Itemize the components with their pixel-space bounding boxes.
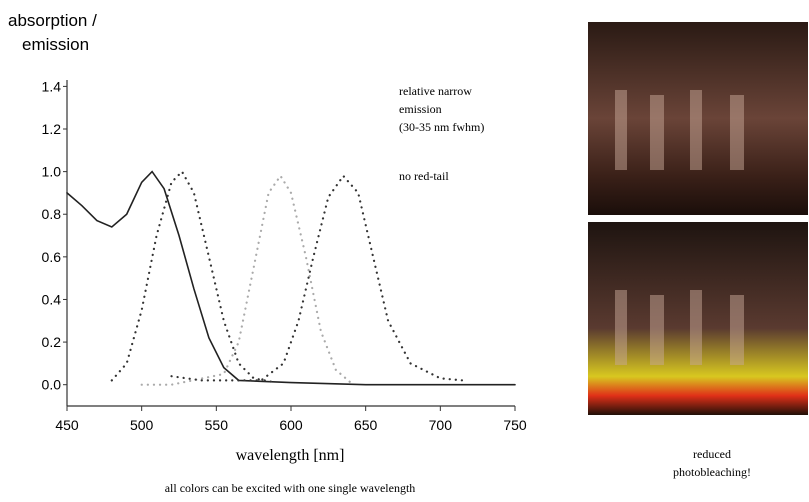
x-tick-label: 550	[205, 417, 229, 433]
y-tick-label: 0.6	[42, 249, 62, 265]
annotation: relative narrow	[399, 84, 472, 98]
y-tick-label: 1.0	[42, 164, 62, 180]
y-tick-label: 0.0	[42, 377, 62, 393]
annotation: emission	[399, 102, 442, 116]
caption: all colors can be excited with one singl…	[165, 481, 416, 495]
series-line	[140, 173, 352, 386]
y-tick-label: 1.4	[42, 78, 62, 94]
series-line	[110, 169, 278, 384]
x-tick-label: 700	[429, 417, 453, 433]
y-label: absorption /	[8, 11, 97, 30]
y-tick-label: 0.4	[42, 291, 62, 307]
y-label: emission	[22, 35, 89, 54]
annotation: no red-tail	[399, 169, 449, 183]
x-tick-label: 650	[354, 417, 378, 433]
x-tick-label: 750	[503, 417, 527, 433]
x-tick-label: 450	[55, 417, 79, 433]
y-tick-label: 1.2	[42, 121, 62, 137]
series-line	[66, 170, 516, 386]
x-tick-label: 600	[279, 417, 303, 433]
x-tick-label: 500	[130, 417, 154, 433]
y-tick-label: 0.2	[42, 334, 62, 350]
y-tick-label: 0.8	[42, 206, 62, 222]
photo-detail	[615, 90, 744, 365]
annotation: (30-35 nm fwhm)	[399, 120, 484, 134]
photo-caption: reduced	[693, 447, 731, 461]
photo-caption: photobleaching!	[673, 465, 751, 479]
x-label: wavelength [nm]	[236, 447, 345, 464]
